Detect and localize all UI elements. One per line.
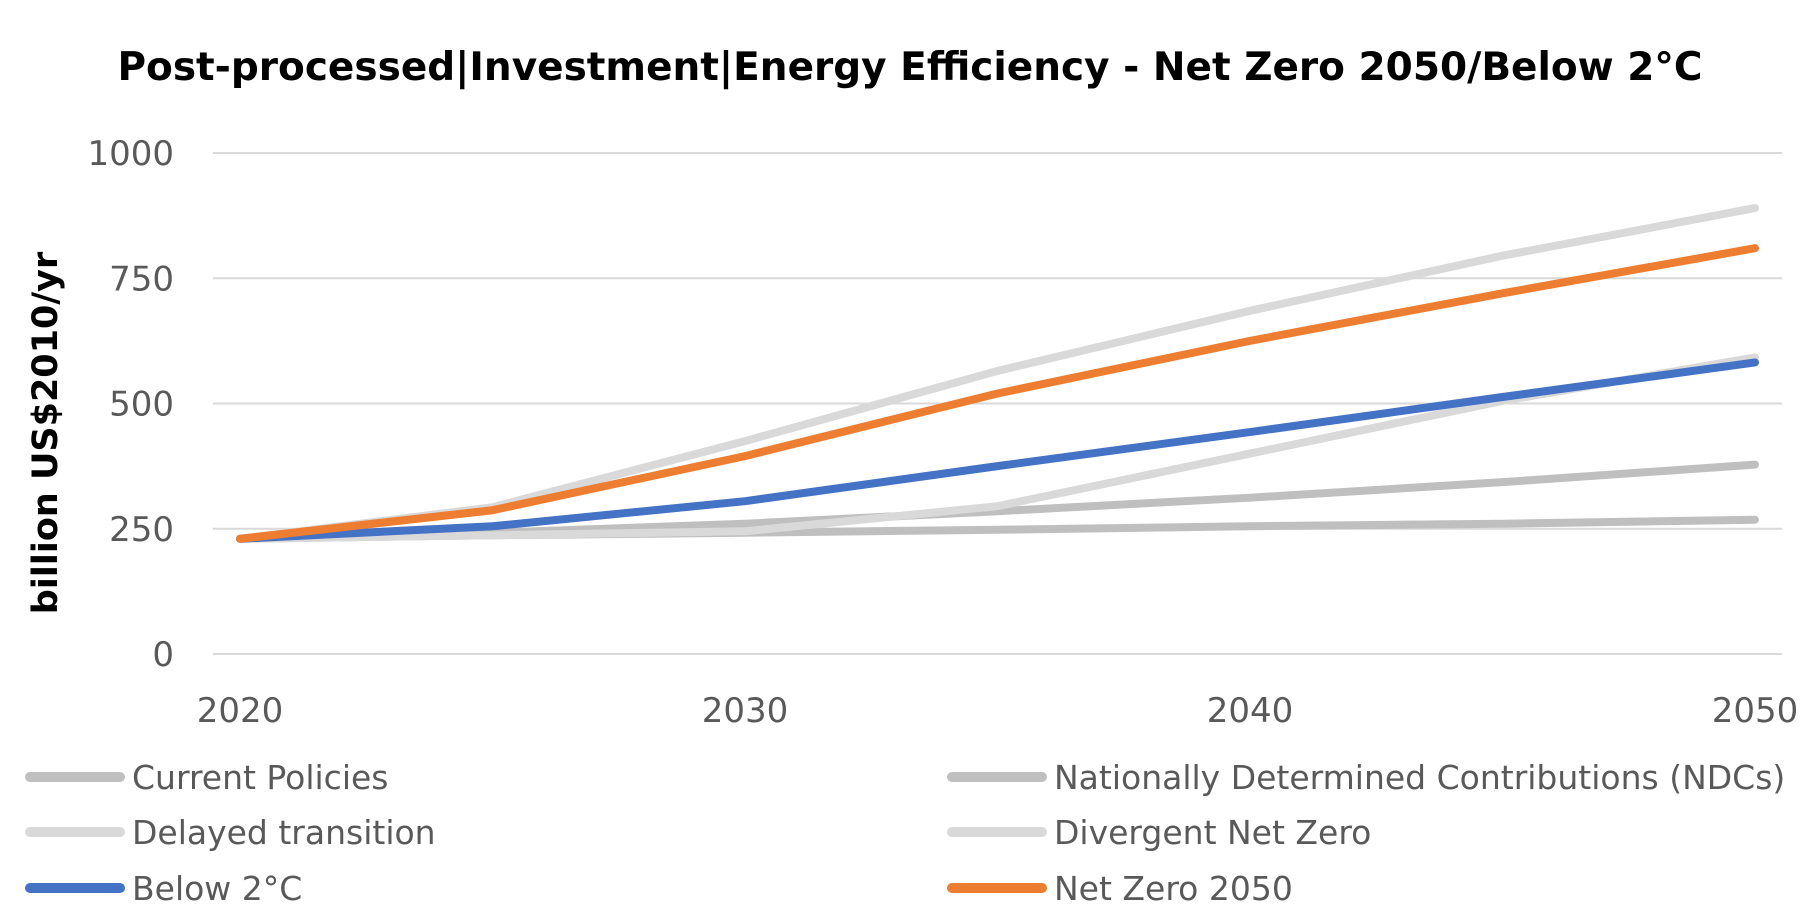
legend: Current Policies Nationally Determined Co… [25,758,1785,908]
series-line-5 [236,244,1759,543]
legend-label: Below 2°C [132,869,302,908]
legend-item-0: Current Policies [25,758,389,797]
x-tick-label: 2050 [1712,691,1799,731]
series-lines [236,204,1759,543]
y-axis-ticks: 0 250 500 750 1000 [87,134,174,675]
series-line-3 [236,204,1759,543]
x-tick-label: 2030 [702,691,789,731]
y-tick-label: 500 [109,385,174,425]
series-line-4 [236,358,1759,543]
y-tick-label: 750 [109,259,174,299]
legend-label: Nationally Determined Contributions (NDC… [1054,758,1785,797]
legend-item-1: Nationally Determined Contributions (NDC… [947,758,1785,797]
legend-item-4: Below 2°C [25,869,302,908]
legend-item-3: Divergent Net Zero [947,813,1371,852]
x-tick-label: 2040 [1207,691,1294,731]
y-tick-label: 250 [109,510,174,550]
y-tick-label: 0 [152,635,174,675]
x-axis-ticks: 2020 2030 2040 2050 [197,691,1799,731]
legend-item-2: Delayed transition [25,813,436,852]
x-tick-label: 2020 [197,691,284,731]
legend-label: Current Policies [132,758,389,797]
legend-item-5: Net Zero 2050 [947,869,1293,908]
legend-label: Delayed transition [132,813,436,852]
y-axis-label: billion US$2010/yr [26,251,66,614]
chart-title: Post-processed|Investment|Energy Efficie… [117,45,1702,90]
legend-label: Net Zero 2050 [1054,869,1293,908]
legend-label: Divergent Net Zero [1054,813,1371,852]
gridlines [213,152,1782,655]
y-tick-label: 1000 [87,134,174,174]
